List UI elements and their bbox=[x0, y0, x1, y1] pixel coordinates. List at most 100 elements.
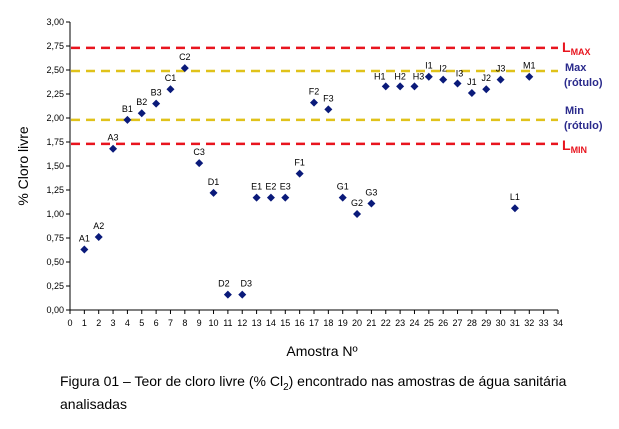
point-label-c2: C2 bbox=[179, 52, 191, 62]
x-tick-label-28: 28 bbox=[467, 318, 477, 328]
data-points bbox=[80, 64, 534, 299]
x-tick-label-20: 20 bbox=[352, 318, 362, 328]
data-point-f3 bbox=[324, 105, 333, 114]
point-label-m1: M1 bbox=[523, 61, 536, 71]
x-tick-label-15: 15 bbox=[280, 318, 290, 328]
y-tick-label-11: 2,75 bbox=[46, 41, 64, 51]
x-axis-title: Amostra Nº bbox=[286, 343, 357, 359]
y-tick-label-10: 2,50 bbox=[46, 65, 64, 75]
data-point-h3 bbox=[410, 82, 419, 91]
y-axis-title: % Cloro livre bbox=[15, 126, 31, 206]
y-tick-label-12: 3,00 bbox=[46, 17, 64, 27]
point-label-c1: C1 bbox=[165, 73, 177, 83]
point-label-g3: G3 bbox=[365, 187, 377, 197]
y-tick-label-9: 2,25 bbox=[46, 89, 64, 99]
x-tick-label-27: 27 bbox=[453, 318, 463, 328]
x-tick-label-22: 22 bbox=[381, 318, 391, 328]
reference-label-subscript: MAX bbox=[571, 47, 591, 57]
point-label-j2: J2 bbox=[481, 73, 491, 83]
data-point-e1 bbox=[252, 193, 261, 202]
x-tick-label-21: 21 bbox=[366, 318, 376, 328]
x-tick-label-17: 17 bbox=[309, 318, 319, 328]
data-point-e2 bbox=[266, 193, 275, 202]
data-point-a3 bbox=[109, 144, 118, 153]
y-tick-label-0: 0,00 bbox=[46, 305, 64, 315]
x-tick-label-18: 18 bbox=[323, 318, 333, 328]
data-point-j2 bbox=[482, 85, 491, 94]
x-tick-label-24: 24 bbox=[409, 318, 419, 328]
x-tick-label-2: 2 bbox=[96, 318, 101, 328]
y-tick-label-5: 1,25 bbox=[46, 185, 64, 195]
point-label-d3: D3 bbox=[240, 279, 252, 289]
x-tick-label-12: 12 bbox=[237, 318, 247, 328]
data-point-c1 bbox=[166, 85, 175, 94]
caption-text-before: Figura 01 – Teor de cloro livre (% Cl bbox=[60, 373, 284, 389]
x-tick-label-9: 9 bbox=[197, 318, 202, 328]
point-label-i2: I2 bbox=[439, 64, 447, 74]
point-label-e2: E2 bbox=[265, 182, 276, 192]
y-tick-label-7: 1,75 bbox=[46, 137, 64, 147]
x-tick-label-1: 1 bbox=[82, 318, 87, 328]
data-point-i3 bbox=[453, 79, 462, 88]
y-tick-label-3: 0,75 bbox=[46, 233, 64, 243]
point-label-d1: D1 bbox=[208, 177, 220, 187]
data-point-m1 bbox=[525, 72, 534, 81]
point-label-l1: L1 bbox=[510, 192, 520, 202]
x-tick-label-31: 31 bbox=[510, 318, 520, 328]
point-label-a3: A3 bbox=[108, 133, 119, 143]
data-point-c3 bbox=[195, 159, 204, 168]
x-tick-label-4: 4 bbox=[125, 318, 130, 328]
x-tick-label-23: 23 bbox=[395, 318, 405, 328]
reference-label-2-line1: Min bbox=[565, 105, 584, 117]
x-tick-label-34: 34 bbox=[553, 318, 563, 328]
point-label-f2: F2 bbox=[309, 87, 320, 97]
point-label-h3: H3 bbox=[413, 71, 425, 81]
point-label-i1: I1 bbox=[425, 61, 433, 71]
x-tick-label-6: 6 bbox=[154, 318, 159, 328]
reference-lines bbox=[71, 46, 558, 146]
data-point-j1 bbox=[467, 89, 476, 98]
point-label-h1: H1 bbox=[374, 71, 386, 81]
data-point-f2 bbox=[310, 98, 318, 107]
x-tick-label-25: 25 bbox=[424, 318, 434, 328]
reference-label-1-line2: (rótulo) bbox=[564, 77, 603, 89]
scatter-chart: 0,00 0,25 0,50 0,75 1,00 1,25 1,50 1,75 2,00 2,25… bbox=[15, 17, 603, 359]
point-label-a1: A1 bbox=[79, 234, 90, 244]
data-point-a1 bbox=[80, 245, 89, 254]
point-label-d2: D2 bbox=[218, 279, 230, 289]
reference-label-0: LMAX bbox=[562, 39, 591, 57]
y-tick-label-6: 1,50 bbox=[46, 161, 64, 171]
caption-subscript: 2 bbox=[283, 381, 289, 393]
point-label-f1: F1 bbox=[294, 158, 305, 168]
point-label-b1: B1 bbox=[122, 104, 133, 114]
point-label-i3: I3 bbox=[456, 68, 464, 78]
x-tick-label-8: 8 bbox=[182, 318, 187, 328]
y-tick-label-4: 1,00 bbox=[46, 209, 64, 219]
data-point-g1 bbox=[338, 193, 347, 202]
x-tick-label-32: 32 bbox=[524, 318, 534, 328]
x-tick-label-19: 19 bbox=[338, 318, 348, 328]
y-tick-label-2: 0,50 bbox=[46, 257, 64, 267]
x-tick-label-14: 14 bbox=[266, 318, 276, 328]
data-point-b3 bbox=[152, 99, 161, 108]
data-point-d3 bbox=[238, 290, 247, 299]
x-tick-label-5: 5 bbox=[139, 318, 144, 328]
x-tick-label-7: 7 bbox=[168, 318, 173, 328]
data-point-i1 bbox=[424, 72, 433, 81]
data-point-g3 bbox=[367, 199, 376, 208]
data-point-h2 bbox=[396, 82, 405, 91]
figure-caption: Figura 01 – Teor de cloro livre (% Cl2) … bbox=[60, 373, 600, 413]
x-tick-label-10: 10 bbox=[209, 318, 219, 328]
axes: 0,00 0,25 0,50 0,75 1,00 1,25 1,50 1,75 2,00 2,25… bbox=[46, 17, 563, 328]
x-tick-label-0: 0 bbox=[67, 318, 72, 328]
point-label-g1: G1 bbox=[337, 182, 349, 192]
reference-label-subscript: MIN bbox=[571, 145, 588, 155]
y-tick-label-1: 0,25 bbox=[46, 281, 64, 291]
data-point-e3 bbox=[281, 193, 290, 202]
data-point-b2 bbox=[137, 109, 146, 118]
data-point-c2 bbox=[180, 64, 189, 73]
reference-label-2-line2: (rótulo) bbox=[564, 120, 603, 132]
point-label-b2: B2 bbox=[136, 97, 147, 107]
x-tick-label-3: 3 bbox=[111, 318, 116, 328]
